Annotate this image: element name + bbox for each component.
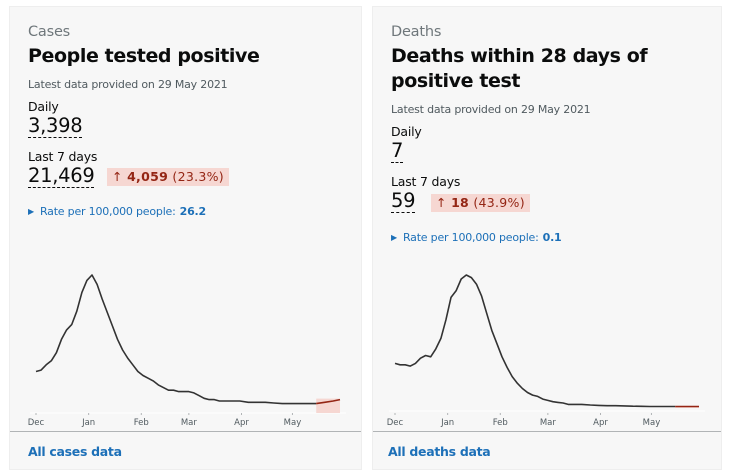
series-line-cases <box>35 274 317 405</box>
x-tick-label-feb: Feb <box>493 418 508 428</box>
all-cases-data-link[interactable]: All cases data <box>28 444 122 459</box>
card-caption: Cases <box>28 24 71 40</box>
latest-data-date: Latest data provided on 29 May 2021 <box>391 103 591 116</box>
last-7-days-label: Last 7 days <box>28 149 98 164</box>
change-badge: ↑ 18 (43.9%) <box>431 194 530 212</box>
change-percent: (23.3%) <box>172 169 224 184</box>
card-caption: Deaths <box>391 24 442 40</box>
change-percent: (43.9%) <box>473 195 525 210</box>
series-line-recent <box>316 398 341 405</box>
rate-label: Rate per 100,000 people: <box>402 231 539 244</box>
card-title: Deaths within 28 days of positive test <box>391 45 648 92</box>
latest-data-date: Latest data provided on 29 May 2021 <box>28 78 228 91</box>
x-tick-label-jan: Jan <box>81 418 95 428</box>
last-7-days-value[interactable]: 59 <box>391 189 416 213</box>
last-7-days-label: Last 7 days <box>391 174 461 189</box>
x-tick-label-may: May <box>284 418 302 428</box>
x-tick-label-may: May <box>643 418 661 428</box>
daily-label: Daily <box>391 124 422 139</box>
daily-value[interactable]: 7 <box>391 139 404 163</box>
triangle-right-icon: ▶ <box>28 207 34 216</box>
last-7-days-value[interactable]: 21,469 <box>28 164 95 188</box>
arrow-up-icon: ↑ <box>112 169 123 184</box>
x-tick-label-feb: Feb <box>134 418 149 428</box>
divider <box>10 431 361 432</box>
x-tick-label-apr: Apr <box>593 418 608 428</box>
x-tick-label-mar: Mar <box>181 418 198 428</box>
cases-card: Cases People tested positive Latest data… <box>9 6 362 470</box>
all-deaths-data-link[interactable]: All deaths data <box>388 444 491 459</box>
x-tick-label-mar: Mar <box>540 418 557 428</box>
rate-label: Rate per 100,000 people: <box>39 205 176 218</box>
daily-label: Daily <box>28 99 59 114</box>
change-badge: ↑ 4,059 (23.3%) <box>107 168 229 186</box>
change-value: 18 <box>451 195 470 210</box>
rate-value: 0.1 <box>542 231 562 244</box>
rate-value: 26.2 <box>179 205 207 218</box>
arrow-up-icon: ↑ <box>436 195 447 210</box>
x-tick-label-dec: Dec <box>387 418 404 428</box>
rate-toggle[interactable]: ▶ Rate per 100,000 people: 0.1 <box>391 231 562 244</box>
deaths-chart: Dec Jan Feb Mar Apr May <box>387 274 705 428</box>
triangle-right-icon: ▶ <box>391 233 397 242</box>
divider <box>373 431 721 432</box>
x-tick-label-jan: Jan <box>440 418 454 428</box>
x-tick-label-dec: Dec <box>28 418 45 428</box>
x-tick-label-apr: Apr <box>234 418 249 428</box>
change-value: 4,059 <box>127 169 169 184</box>
series-line-deaths <box>394 274 676 408</box>
deaths-card: Deaths Deaths within 28 days of positive… <box>372 6 722 470</box>
daily-value[interactable]: 3,398 <box>28 114 83 138</box>
card-title: People tested positive <box>28 45 260 67</box>
rate-toggle[interactable]: ▶ Rate per 100,000 people: 26.2 <box>28 205 206 218</box>
cases-chart: Dec Jan Feb Mar Apr May <box>28 274 346 428</box>
